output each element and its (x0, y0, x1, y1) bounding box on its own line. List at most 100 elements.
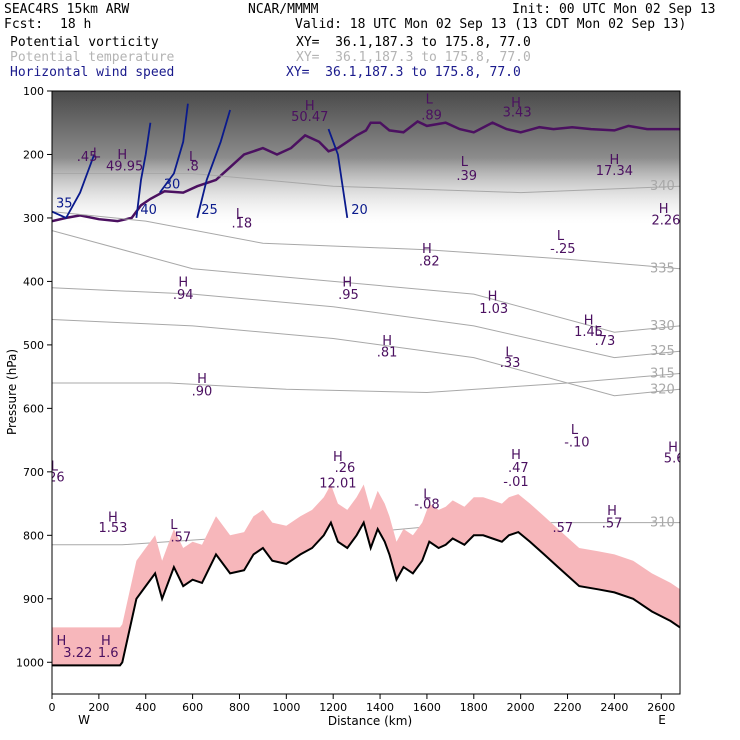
pv-annotation-29: 1.03 (479, 302, 508, 317)
y-tick-label-600: 600 (23, 402, 44, 415)
field-theta-xy: XY= 36.1,187.3 to 175.8, 77.0 (296, 50, 531, 65)
y-tick-label-400: 400 (23, 275, 44, 288)
wind-label-35: 35 (56, 197, 73, 212)
wind-label-20: 20 (351, 203, 368, 218)
pv-annotation-4: L (189, 150, 197, 165)
wind-label-40: 40 (140, 203, 157, 218)
theta-contour-315 (52, 373, 680, 394)
tropopause-line (52, 120, 680, 223)
x-tick-label-1800: 1800 (460, 701, 488, 714)
x-tick-label-1400: 1400 (366, 701, 394, 714)
pv-annotation-24: H (178, 275, 188, 290)
pv-annotation-54: H (108, 510, 118, 525)
wind-contour-35 (52, 154, 96, 220)
pv-annotation-34: H (382, 334, 392, 349)
y-tick-label-700: 700 (23, 466, 44, 479)
theta-label-320: 320 (650, 382, 675, 397)
pv-annotation-62: 3.22 (63, 646, 92, 661)
pv-annotation-47: -.01 (503, 475, 528, 490)
pv-annotation-63: H (101, 634, 111, 649)
lower-pv-fill (52, 484, 680, 666)
x-tick-label-1000: 1000 (272, 701, 300, 714)
wind-contour-40 (135, 122, 152, 219)
x-tick-label-2200: 2200 (554, 701, 582, 714)
x-tick-label-200: 200 (88, 701, 109, 714)
pv-annotation-59: .57 (602, 517, 623, 532)
x-endpoint-west: W (78, 713, 90, 727)
x-tick-label-400: 400 (135, 701, 156, 714)
pv-annotation-22: H (422, 242, 432, 257)
pv-annotation-51: .26 (44, 470, 65, 485)
y-tick-label-200: 200 (23, 148, 44, 161)
y-axis-label: Pressure (hPa) (5, 349, 19, 435)
pv-annotation-0: H (117, 148, 127, 163)
pv-annotation-35: .81 (377, 345, 398, 360)
x-tick-label-0: 0 (49, 701, 56, 714)
pv-annotation-26: H (342, 275, 352, 290)
theta-label-325: 325 (650, 344, 675, 359)
pv-annotation-46: .47 (508, 461, 529, 476)
field-theta-name: Potential temperature (10, 50, 175, 65)
x-tick-label-1600: 1600 (413, 701, 441, 714)
pv-annotation-41: -.10 (564, 435, 589, 450)
theta-contour-330 (52, 230, 680, 333)
forecast-label: Fcst: (4, 17, 44, 32)
theta-contour-340 (52, 173, 680, 194)
pv-annotation-14: H (609, 153, 619, 168)
theta-contour-320 (52, 319, 680, 397)
y-tick-label-500: 500 (23, 339, 44, 352)
theta-label-315: 315 (650, 366, 675, 381)
pv-annotation-8: L (426, 93, 434, 108)
pv-annotation-19: .18 (231, 216, 252, 231)
plot-frame (51, 90, 681, 695)
y-tick-label-900: 900 (23, 593, 44, 606)
pv-annotation-15: 17.34 (596, 164, 633, 179)
pv-annotation-32: L (594, 324, 602, 339)
theta-label-330: 330 (650, 319, 675, 334)
wind-contour-25 (196, 109, 231, 219)
pv-annotation-64: 1.6 (98, 646, 119, 661)
pv-annotation-39: .90 (192, 385, 213, 400)
pv-annotation-61: H (56, 634, 66, 649)
pv-annotation-28: H (488, 289, 498, 304)
org-label: NCAR/MMMM (248, 2, 319, 17)
pv-annotation-60: .57 (552, 521, 573, 536)
x-tick-label-600: 600 (182, 701, 203, 714)
pv-annotation-48: H (668, 441, 678, 456)
pv-annotation-20: L (557, 229, 565, 244)
terrain-line (52, 519, 680, 667)
pv-annotation-6: H (305, 99, 315, 114)
y-tick-label-100: 100 (23, 85, 44, 98)
pv-annotation-25: .94 (173, 288, 194, 303)
y-tick-label-300: 300 (23, 212, 44, 225)
pv-annotation-11: .39 (456, 169, 477, 184)
pv-annotation-3: .45 (77, 150, 98, 165)
pv-annotation-52: L (423, 488, 431, 503)
theta-contour-335 (52, 211, 680, 270)
terrain-fill (52, 522, 680, 694)
valid-time: Valid: 18 UTC Mon 02 Sep 13 (13 CDT Mon … (295, 17, 687, 32)
field-wind-xy: XY= 36.1,187.3 to 175.8, 77.0 (286, 65, 521, 80)
pv-annotation-50: L (51, 460, 59, 475)
pv-annotation-27: .95 (338, 288, 359, 303)
pv-annotation-16: H (659, 202, 669, 217)
theta-label-310: 310 (650, 516, 675, 531)
pv-annotation-49: 5.6 (664, 451, 685, 466)
init-time: Init: 00 UTC Mon 02 Sep 13 (512, 2, 716, 17)
wind-contour-20 (327, 128, 349, 219)
forecast-hours: 18 h (60, 17, 92, 32)
x-tick-label-2000: 2000 (507, 701, 535, 714)
wind-contour-30 (159, 103, 189, 194)
pv-annotation-17: 2.26 (651, 213, 680, 228)
field-wind-name: Horizontal wind speed (10, 65, 175, 80)
pv-annotation-5: .8 (186, 159, 198, 174)
x-tick-label-1200: 1200 (319, 701, 347, 714)
x-tick-label-2600: 2600 (647, 701, 675, 714)
wind-label-25: 25 (201, 203, 218, 218)
field-pv-name: Potential vorticity (10, 35, 159, 50)
theta-label-335: 335 (650, 262, 675, 277)
model-title: SEAC4RS 15km ARW (4, 2, 130, 17)
x-tick-label-800: 800 (229, 701, 250, 714)
pv-annotation-23: .82 (419, 255, 440, 270)
